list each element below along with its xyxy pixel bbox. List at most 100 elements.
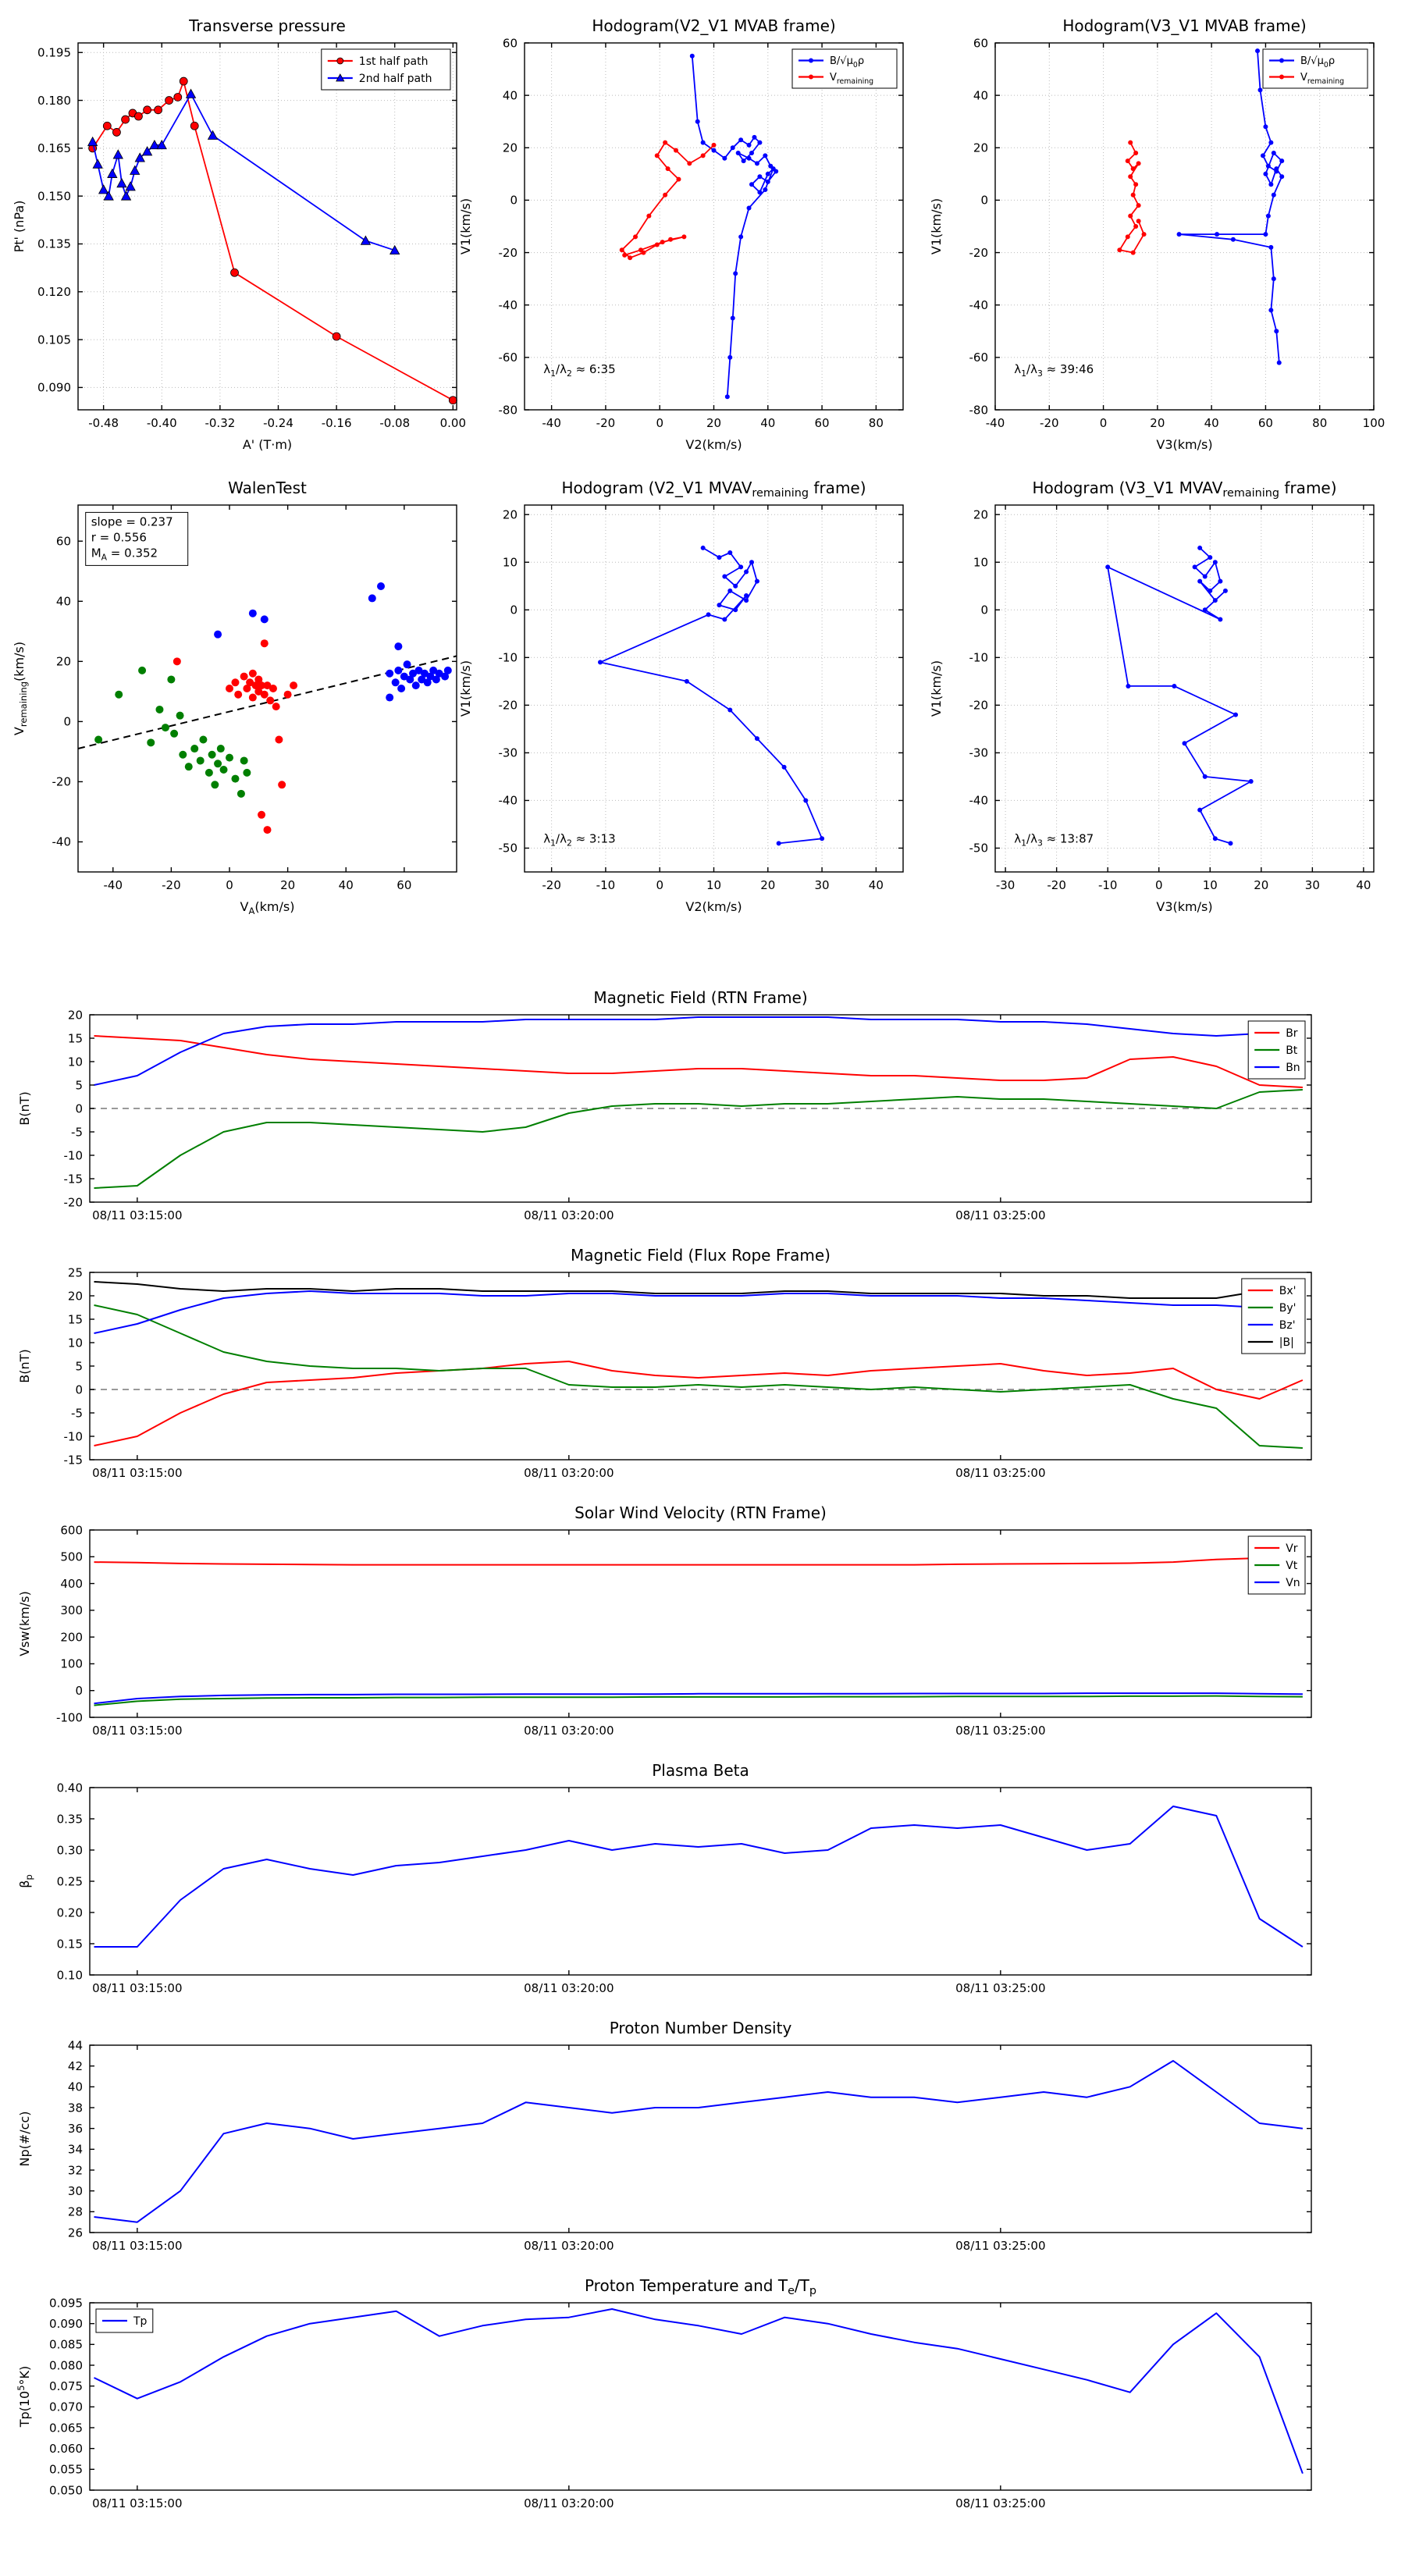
hodogram-v3v1-mvab-ytick: -80: [969, 403, 989, 417]
b-fluxrope-ytick: 25: [68, 1265, 83, 1279]
walen-test-series-fit: [77, 655, 457, 749]
vsw-rtn-ytick: 600: [60, 1523, 83, 1537]
plasma-beta-ytick: 0.10: [57, 1968, 83, 1982]
hodogram-v3v1-mvav-ytick: -30: [969, 746, 989, 760]
hodogram-v2v1-mvab-legend-label: Vremaining: [830, 72, 873, 86]
proton-temp-ytick: 0.070: [49, 2400, 83, 2414]
hodogram-v2v1-mvav-xlabel: V2(km/s): [685, 899, 742, 914]
hodogram-v2v1-mvav-xtick: 40: [869, 878, 884, 892]
proton-temp-ytick: 0.075: [49, 2379, 83, 2393]
b-rtn-ytick: 20: [68, 1008, 83, 1022]
proton-temp-ytick: 0.085: [49, 2338, 83, 2352]
vsw-rtn-xtick: 08/11 03:20:00: [524, 1724, 614, 1738]
hodogram-v3v1-mvab-ytick: 0: [980, 194, 988, 208]
hodogram-v3v1-mvab-xtick: 100: [1363, 416, 1385, 430]
proton-temp-title: Proton Temperature and Te/Tp: [585, 2276, 816, 2297]
proton-temp-ytick: 0.055: [49, 2463, 83, 2477]
walen-test-ytick: 40: [56, 595, 71, 609]
chart-hodogram-v2v1-mvab: -40 -20 0 20 40 60 80 -80 -60 -40 -20 0 20 40 60 Hodogr…: [446, 6, 915, 468]
hodogram-v2v1-mvav-xtick: 10: [706, 878, 721, 892]
proton-temp-xtick: 08/11 03:25:00: [955, 2496, 1045, 2510]
b-fluxrope-ytick: 10: [68, 1336, 83, 1350]
hodogram-v3v1-mvab-annotation: λ1/λ3 ≈ 39:46: [1014, 362, 1094, 379]
chart-vsw-rtn: 08/11 03:15:00 08/11 03:20:00 08/11 03:25:…: [0, 1495, 1405, 1752]
hodogram-v3v1-mvav-ytick: -20: [969, 699, 989, 713]
hodogram-v3v1-mvav-xtick: 10: [1203, 878, 1218, 892]
plasma-beta-ytick: 0.15: [57, 1937, 83, 1951]
plasma-beta-xtick: 08/11 03:20:00: [524, 1981, 614, 1995]
walen-test-plot: -40 -20 0 20 40 60 -40 -20 0 20 40 60 WalenTest VA(km…: [12, 479, 457, 916]
plasma-beta-ytick: 0.30: [57, 1843, 83, 1857]
walen-test-xtick: 40: [339, 878, 354, 892]
transverse-pressure-xtick: -0.32: [205, 416, 235, 430]
b-rtn-ylabel: B(nT): [17, 1091, 32, 1125]
hodogram-v3v1-mvab-ytick: 40: [973, 88, 988, 102]
b-rtn-ytick: 0: [75, 1101, 83, 1115]
transverse-pressure-xtick: -0.08: [379, 416, 410, 430]
vsw-rtn-plot: 08/11 03:15:00 08/11 03:20:00 08/11 03:25:…: [17, 1503, 1312, 1738]
hodogram-v3v1-mvab-ytick: -20: [969, 246, 989, 260]
proton-density-ytick: 34: [68, 2143, 83, 2157]
hodogram-v3v1-mvab-legend-label: B/√μ0ρ: [1300, 55, 1335, 69]
hodogram-v3v1-mvav-xlabel: V3(km/s): [1156, 899, 1212, 914]
plasma-beta-ytick: 0.20: [57, 1905, 83, 1920]
plasma-beta-title: Plasma Beta: [652, 1761, 749, 1780]
b-rtn-ytick: -15: [64, 1172, 84, 1186]
proton-density-ytick: 44: [68, 2038, 83, 2052]
vsw-rtn-series-vn: [94, 1692, 1303, 1705]
hodogram-v3v1-mvab-ytick: 60: [973, 36, 988, 50]
proton-density-xtick: 08/11 03:20:00: [524, 2239, 614, 2253]
hodogram-v3v1-mvab-ytick: 20: [973, 141, 988, 155]
proton-density-series-np: [94, 2060, 1304, 2223]
b-fluxrope-ytick: -5: [71, 1406, 83, 1420]
b-fluxrope-series-by-: [94, 1304, 1303, 1449]
hodogram-v2v1-mvav-xtick: -20: [542, 878, 561, 892]
hodogram-v2v1-mvab-ytick: 0: [510, 194, 518, 208]
hodogram-v3v1-mvav-ylabel: V1(km/s): [929, 660, 944, 717]
walen-test-infobox-line: r = 0.556: [91, 530, 147, 544]
proton-temp-xtick: 08/11 03:20:00: [524, 2496, 614, 2510]
b-rtn-series-bn: [94, 1016, 1303, 1086]
vsw-rtn-ytick: 300: [60, 1603, 83, 1617]
b-fluxrope-title: Magnetic Field (Flux Rope Frame): [571, 1246, 831, 1265]
b-fluxrope-ytick: -15: [64, 1453, 84, 1467]
hodogram-v2v1-mvav-xtick: -10: [596, 878, 616, 892]
proton-density-ytick: 40: [68, 2080, 83, 2094]
hodogram-v2v1-mvav-ytick: -50: [499, 841, 518, 856]
b-rtn-legend-label: Br: [1286, 1027, 1298, 1040]
vsw-rtn-ytick: -100: [56, 1710, 83, 1724]
proton-density-ytick: 42: [68, 2059, 83, 2073]
hodogram-v2v1-mvab-series-b: [691, 55, 777, 397]
hodogram-v3v1-mvav-ytick: 0: [980, 603, 988, 617]
hodogram-v2v1-mvab-legend-label: B/√μ0ρ: [830, 55, 864, 69]
proton-temp-legend-label: Tp: [133, 2315, 148, 2328]
b-rtn-xtick: 08/11 03:20:00: [524, 1208, 614, 1222]
walen-test-xlabel: VA(km/s): [240, 899, 295, 916]
vsw-rtn-ytick: 0: [75, 1684, 83, 1698]
walen-test-infobox-line: slope = 0.237: [91, 514, 173, 528]
hodogram-v3v1-mvav-xtick: -20: [1047, 878, 1066, 892]
hodogram-v3v1-mvav-plot: -30 -20 -10 0 10 20 30 40 -50 -40 -30 -20 -10 0 10 20 Ho…: [929, 479, 1375, 914]
hodogram-v3v1-mvav-annotation: λ1/λ3 ≈ 13:87: [1014, 831, 1094, 848]
b-fluxrope-ytick: 0: [75, 1382, 83, 1397]
hodogram-v2v1-mvab-ylabel: V1(km/s): [458, 198, 473, 254]
transverse-pressure-series-1st-half-path: [91, 80, 454, 401]
hodogram-v2v1-mvav-annotation: λ1/λ2 ≈ 3:13: [543, 831, 615, 848]
hodogram-v3v1-mvav-ytick: -40: [969, 794, 989, 808]
transverse-pressure-legend-label: 2nd half path: [359, 73, 432, 85]
hodogram-v3v1-mvab-legend-label: Vremaining: [1300, 72, 1344, 86]
chart-hodogram-v3v1-mvab: -40 -20 0 20 40 60 80 100 -80 -60 -40 -20 0 20 40 60 Hod…: [917, 6, 1385, 468]
chart-hodogram-v2v1-mvav: -20 -10 0 10 20 30 40 -50 -40 -30 -20 -10 0 10 20 Hodog…: [446, 468, 915, 930]
b-rtn-title: Magnetic Field (RTN Frame): [593, 988, 807, 1007]
b-rtn-ytick: 5: [75, 1078, 83, 1092]
walen-test-ytick: -20: [52, 775, 72, 789]
b-rtn-legend-label: Bt: [1286, 1044, 1298, 1057]
proton-density-ytick: 28: [68, 2205, 83, 2219]
transverse-pressure-ytick: 0.090: [37, 381, 71, 395]
b-fluxrope-xtick: 08/11 03:15:00: [92, 1466, 182, 1480]
hodogram-v2v1-mvab-xtick: 20: [706, 416, 721, 430]
b-rtn-legend-label: Bn: [1286, 1062, 1300, 1074]
b-fluxrope-ytick: -10: [64, 1429, 84, 1443]
hodogram-v2v1-mvab-ytick: 20: [503, 141, 518, 155]
